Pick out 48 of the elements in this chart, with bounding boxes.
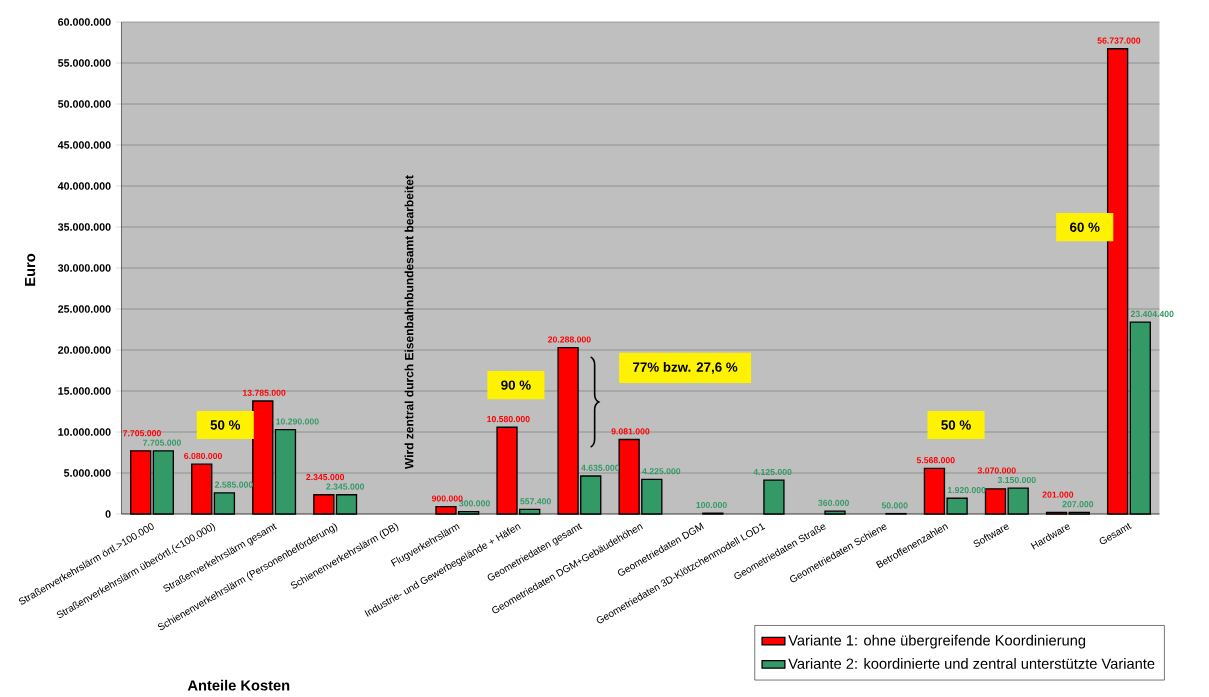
data-label: 201.000 [1042, 491, 1074, 498]
data-label: 557.400 [520, 498, 551, 505]
y-tick-label: 25.000.000 [58, 305, 111, 313]
data-label: 3.150.000 [997, 476, 1036, 484]
y-tick-label: 0 [105, 510, 111, 518]
data-label: 3.070.000 [977, 467, 1016, 474]
y-axis-title: Euro [25, 253, 36, 286]
data-label: 50.000 [881, 502, 908, 509]
data-label: 10.290.000 [276, 418, 319, 425]
y-tick-label: 50.000.000 [58, 100, 111, 108]
data-label: 13.785.000 [242, 389, 286, 396]
y-tick-label: 10.000.000 [58, 428, 111, 436]
y-tick-label: 20.000.000 [58, 346, 111, 354]
annotation: 50 % [210, 420, 241, 430]
y-tick-label: 15.000.000 [58, 387, 111, 395]
data-label: 5.568.000 [916, 457, 955, 464]
y-tick-label: 45.000.000 [57, 141, 111, 149]
annotation: 50 % [941, 420, 971, 430]
data-label: 100.000 [696, 501, 727, 509]
data-label: 4.225.000 [642, 468, 681, 475]
data-label: 10.580.000 [487, 416, 530, 423]
data-label: 900.000 [431, 495, 463, 502]
y-tick-label: 55.000.000 [58, 59, 111, 67]
data-label: 2.345.000 [326, 483, 365, 490]
annotation: Wird zentral durch Eisenbahnbundesamt bearbeitet [404, 175, 414, 470]
data-label: 207.000 [1062, 501, 1094, 508]
legend-label: Variante 2: koordinierte und zentral unterstützte Variante [788, 658, 1155, 669]
data-label: 7.705.000 [143, 439, 181, 446]
data-label: 2.345.000 [306, 474, 345, 481]
y-tick-label: 35.000.000 [57, 223, 111, 231]
y-tick-label: 30.000.000 [57, 264, 111, 272]
data-label: 300.000 [459, 500, 490, 507]
data-label: 56.737.000 [1097, 37, 1141, 44]
data-label: 7.705.000 [123, 430, 161, 437]
data-label: 6.080.000 [184, 452, 222, 460]
data-label: 360.000 [818, 499, 849, 506]
data-label: 9.081.000 [611, 428, 650, 435]
annotation: 77% bzw. 27,6 % [633, 362, 738, 374]
y-tick-label: 5.000.000 [63, 469, 111, 477]
data-label: 4.125.000 [753, 468, 792, 476]
annotation: 60 % [1070, 222, 1100, 232]
legend-label: Variante 1: ohne übergreifende Koordinierung [788, 634, 1086, 649]
annotation: 90 % [501, 380, 531, 390]
data-label: 20.288.000 [548, 336, 591, 343]
y-tick-label: 60.000.000 [58, 18, 111, 26]
data-label: 23.404.400 [1130, 310, 1174, 317]
x-axis-title: Anteile Kosten [187, 679, 290, 691]
y-tick-label: 40.000.000 [57, 182, 111, 190]
